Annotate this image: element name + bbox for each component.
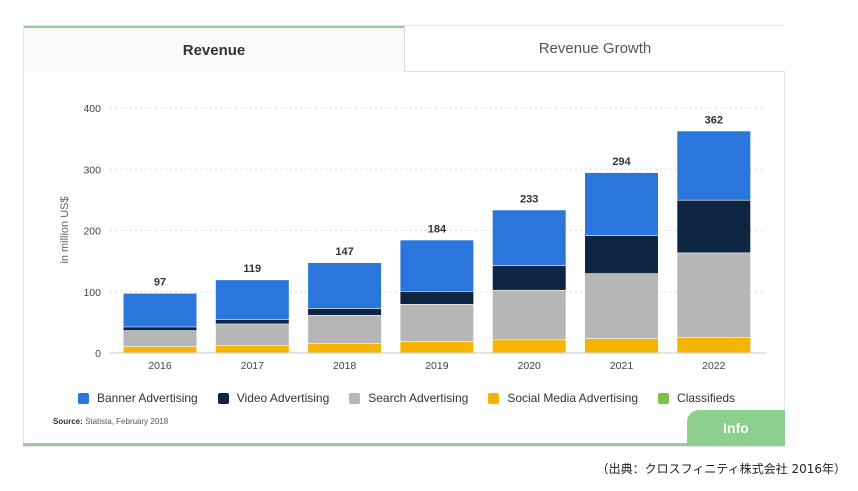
source-label: Source: bbox=[53, 417, 83, 426]
y-tick-label: 200 bbox=[83, 226, 101, 238]
y-tick-label: 400 bbox=[83, 103, 101, 115]
source-text: Statista, February 2018 bbox=[85, 417, 169, 426]
total-label: 294 bbox=[612, 156, 631, 168]
total-label: 147 bbox=[335, 246, 353, 258]
bars bbox=[123, 131, 751, 353]
chart-card: Revenue Revenue Growth bbox=[23, 25, 785, 447]
legend-swatch bbox=[78, 392, 89, 404]
bar-segment-video-advertising-2019[interactable] bbox=[400, 291, 474, 305]
legend-label: Social Media Advertising bbox=[507, 391, 639, 405]
legend-swatch bbox=[658, 392, 670, 404]
bar-segment-search-advertising-2018[interactable] bbox=[308, 315, 382, 344]
x-tick-label: 2022 bbox=[702, 360, 726, 372]
bar-segment-video-advertising-2022[interactable] bbox=[677, 200, 751, 253]
card-bottom-divider bbox=[23, 443, 687, 446]
bar-segment-social-media-advertising-2016[interactable] bbox=[123, 346, 197, 353]
bar-segment-search-advertising-2016[interactable] bbox=[123, 330, 197, 347]
tab-revenue[interactable]: Revenue bbox=[24, 26, 404, 72]
bar-segment-banner-advertising-2017[interactable] bbox=[215, 280, 289, 320]
x-tick-label: 2018 bbox=[333, 360, 357, 372]
legend-item-social-media-advertising[interactable]: Social Media Advertising bbox=[488, 391, 638, 405]
bar-segment-video-advertising-2017[interactable] bbox=[215, 319, 289, 324]
x-tick-label: 2017 bbox=[241, 360, 265, 372]
bar-segment-search-advertising-2021[interactable] bbox=[585, 273, 658, 339]
bar-segment-search-advertising-2017[interactable] bbox=[215, 324, 289, 346]
x-axis-ticks: 2016 2017 2018 2019 2020 2021 2022 bbox=[148, 360, 725, 372]
legend-label: Banner Advertising bbox=[97, 391, 198, 405]
bar-segment-banner-advertising-2018[interactable] bbox=[308, 262, 382, 309]
bar-segment-video-advertising-2016[interactable] bbox=[123, 327, 197, 331]
info-button[interactable]: Info bbox=[687, 410, 785, 446]
legend-swatch bbox=[349, 392, 361, 404]
legend-label: Classifieds bbox=[677, 391, 736, 405]
bar-segment-social-media-advertising-2021[interactable] bbox=[585, 338, 658, 353]
total-label: 184 bbox=[428, 223, 447, 235]
legend-item-video-advertising[interactable]: Video Advertising bbox=[217, 391, 330, 405]
y-tick-label: 100 bbox=[83, 287, 101, 299]
x-tick-label: 2020 bbox=[518, 360, 542, 372]
bar-segment-banner-advertising-2019[interactable] bbox=[400, 240, 474, 292]
legend-label: Video Advertising bbox=[236, 391, 330, 405]
legend-item-banner-advertising[interactable]: Banner Advertising bbox=[78, 391, 198, 405]
x-tick-label: 2016 bbox=[148, 360, 172, 372]
total-label: 97 bbox=[154, 277, 166, 289]
y-tick-label: 300 bbox=[83, 164, 101, 176]
bar-segment-banner-advertising-2016[interactable] bbox=[123, 293, 197, 327]
total-label: 119 bbox=[243, 263, 261, 275]
bar-segment-search-advertising-2020[interactable] bbox=[492, 290, 566, 340]
bar-segment-video-advertising-2020[interactable] bbox=[492, 266, 566, 290]
bar-segment-search-advertising-2019[interactable] bbox=[400, 304, 474, 342]
total-label: 362 bbox=[705, 114, 723, 126]
source-note: Source: Statista, February 2018 bbox=[53, 417, 168, 426]
legend-label: Search Advertising bbox=[368, 391, 469, 405]
bar-segment-banner-advertising-2021[interactable] bbox=[585, 172, 658, 236]
bar-segment-banner-advertising-2022[interactable] bbox=[677, 131, 751, 200]
y-tick-label: 0 bbox=[95, 348, 101, 360]
caption: （出典：クロスフィニティ株式会社 2016年） bbox=[596, 462, 846, 476]
tab-bar: Revenue Revenue Growth bbox=[24, 26, 786, 72]
y-axis-ticks: 0 100 200 300 400 bbox=[83, 103, 101, 360]
x-tick-label: 2021 bbox=[610, 360, 634, 372]
bar-segment-social-media-advertising-2019[interactable] bbox=[400, 341, 474, 353]
legend-item-search-advertising[interactable]: Search Advertising bbox=[349, 391, 468, 405]
total-labels: 97 119 147 184 233 294 362 bbox=[154, 114, 723, 288]
y-axis-label: in million US$ bbox=[59, 196, 71, 263]
legend-item-classifieds[interactable]: Classifieds bbox=[658, 391, 735, 405]
bar-segment-video-advertising-2021[interactable] bbox=[585, 236, 658, 274]
bar-segment-social-media-advertising-2018[interactable] bbox=[308, 343, 382, 353]
bar-segment-social-media-advertising-2020[interactable] bbox=[492, 340, 566, 353]
bar-segment-social-media-advertising-2017[interactable] bbox=[215, 345, 289, 353]
legend-swatch bbox=[217, 392, 229, 404]
chart-legend: Banner Advertising Video Advertising Searc… bbox=[78, 390, 755, 406]
total-label: 233 bbox=[520, 193, 538, 205]
tab-revenue-growth[interactable]: Revenue Growth bbox=[404, 26, 785, 72]
bar-segment-search-advertising-2022[interactable] bbox=[677, 253, 751, 338]
x-tick-label: 2019 bbox=[425, 360, 449, 372]
legend-swatch bbox=[488, 392, 500, 404]
bar-segment-social-media-advertising-2022[interactable] bbox=[677, 337, 751, 353]
bar-segment-video-advertising-2018[interactable] bbox=[308, 308, 382, 316]
bar-segment-banner-advertising-2020[interactable] bbox=[492, 210, 566, 266]
